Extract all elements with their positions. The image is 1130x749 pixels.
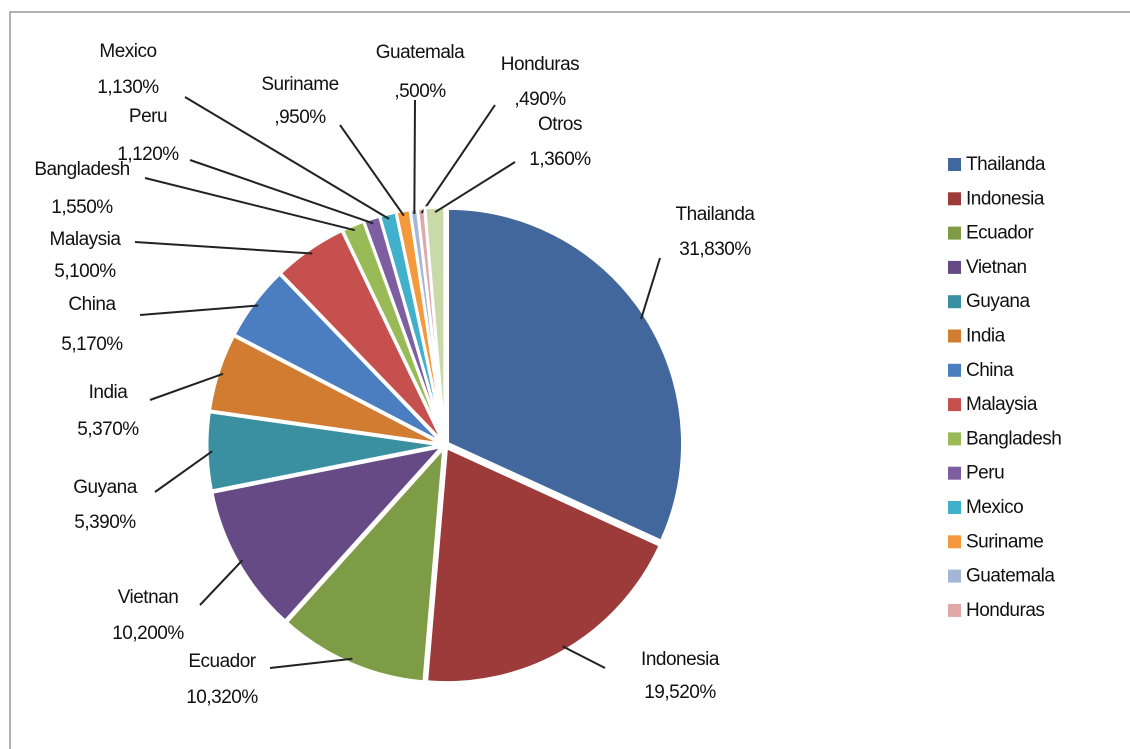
leader-line	[189, 159, 374, 225]
leader-line	[413, 99, 416, 215]
slice-name: Guatemala	[376, 42, 465, 63]
slice-value: 1,550%	[51, 197, 113, 218]
legend-swatch	[948, 192, 961, 206]
pie-slice	[284, 443, 446, 684]
slice-name: Peru	[129, 106, 167, 127]
slice-value: 1,120%	[117, 144, 179, 165]
leader-line	[154, 450, 213, 493]
legend-swatch	[948, 295, 961, 309]
legend-label: Ecuador	[966, 223, 1034, 244]
legend-swatch	[948, 329, 961, 343]
pie-slice	[210, 444, 447, 624]
legend-swatch	[948, 398, 961, 412]
legend-label: Peru	[966, 463, 1004, 484]
leader-line	[134, 241, 313, 255]
slice-name: India	[89, 382, 129, 403]
slice-value: 19,520%	[644, 682, 716, 703]
slice-name: Guyana	[73, 477, 137, 498]
legend-swatch	[948, 466, 961, 480]
slice-value: 5,100%	[54, 261, 116, 282]
legend-label: China	[966, 360, 1014, 381]
slice-name: Malaysia	[50, 229, 122, 250]
legend-swatch	[948, 260, 961, 274]
leader-line	[199, 559, 244, 606]
leader-line	[640, 257, 661, 320]
slice-name: Honduras	[501, 54, 579, 75]
pie-slice	[446, 206, 685, 544]
slice-name: Suriname	[261, 74, 338, 95]
leader-line	[149, 372, 224, 401]
slice-name: Ecuador	[188, 651, 256, 672]
legend-label: Vietnan	[966, 257, 1027, 278]
slice-name: Indonesia	[641, 649, 720, 670]
legend-swatch	[948, 535, 961, 549]
legend-label: Honduras	[966, 600, 1044, 621]
leader-line	[139, 304, 259, 316]
legend-label: Guyana	[966, 291, 1030, 312]
leader-line	[420, 104, 496, 214]
leader-line	[434, 161, 516, 214]
legend-label: Suriname	[966, 531, 1043, 552]
slice-value: ,490%	[514, 89, 566, 110]
slice-name: Thailanda	[676, 204, 756, 225]
legend-swatch	[948, 226, 961, 240]
legend-swatch	[948, 363, 961, 377]
legend-label: Thailanda	[966, 154, 1046, 175]
legend-label: Indonesia	[966, 188, 1045, 209]
slice-value: 10,320%	[186, 687, 258, 708]
slice-name: Vietnan	[118, 587, 179, 608]
legend-swatch	[948, 432, 961, 446]
slice-value: 31,830%	[679, 239, 751, 260]
chart-frame	[9, 11, 1130, 749]
pie-slice	[424, 445, 663, 685]
slice-value: 1,360%	[529, 149, 591, 170]
leader-line	[562, 645, 606, 669]
legend-label: Mexico	[966, 497, 1023, 518]
legend-label: Guatemala	[966, 566, 1055, 587]
slice-value: 5,370%	[77, 419, 139, 440]
legend-swatch	[948, 603, 961, 617]
slice-name: Bangladesh	[34, 159, 129, 180]
slice-name: Otros	[538, 114, 582, 135]
leader-line	[269, 657, 353, 669]
legend-label: Malaysia	[966, 394, 1038, 415]
legend-swatch	[948, 501, 961, 514]
slice-name: China	[68, 294, 116, 315]
legend-swatch	[948, 569, 961, 583]
slice-value: 1,130%	[97, 77, 159, 98]
slice-value: 5,390%	[74, 512, 136, 533]
legend-label: Bangladesh	[966, 428, 1061, 449]
leader-line	[144, 177, 356, 232]
legend-swatch	[948, 158, 961, 171]
slice-value: 10,200%	[112, 623, 184, 644]
slice-value: 5,170%	[61, 334, 123, 355]
slice-name: Mexico	[99, 41, 156, 62]
legend-label: India	[966, 326, 1006, 347]
slice-value: ,500%	[394, 81, 446, 102]
leader-line	[184, 96, 390, 220]
leader-line	[339, 124, 405, 217]
slice-value: ,950%	[274, 107, 326, 128]
